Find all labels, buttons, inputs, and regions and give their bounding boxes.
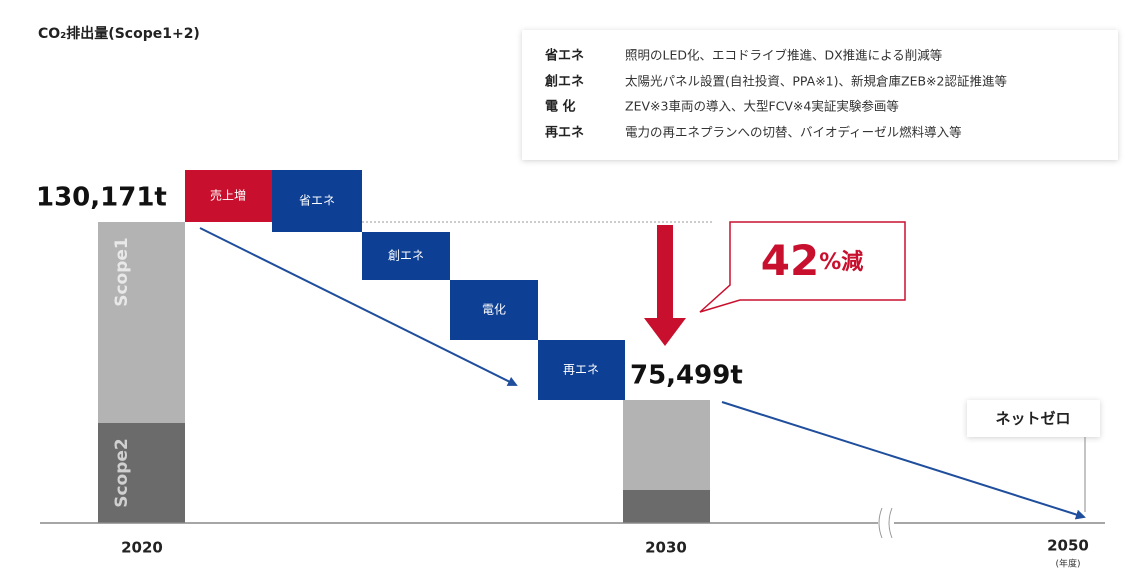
legend-box [522,30,1118,160]
title: CO₂排出量(Scope1+2) [38,25,200,42]
step [272,170,362,232]
reduction-number: 42 [761,236,819,285]
step-label: 電化 [482,303,506,317]
start-total: 130,171t [36,183,167,213]
legend-desc: 照明のLED化、エコドライブ推進、DX推進による削減等 [625,48,942,63]
step [450,280,538,340]
scope2-bar [98,423,185,523]
legend-desc: 電力の再エネプランへの切替、バイオディーゼル燃料導入等 [625,125,962,140]
legend: 省エネ 照明のLED化、エコドライブ推進、DX推進による削減等 創エネ 太陽光パ… [544,48,1007,141]
step [185,170,272,222]
step-label: 省エネ [299,194,335,208]
year-label: 2030 [645,539,687,557]
legend-term: 創エネ [544,74,584,90]
step-label: 創エネ [388,249,424,263]
end-total: 75,499t [630,361,743,391]
legend-term: 省エネ [544,48,584,64]
step [538,340,625,400]
reduction-arrow [644,225,686,346]
year-label: 2020 [121,539,163,557]
legend-term: 再エネ [545,126,584,141]
axis-break-mark [878,507,893,539]
reduction-label: 42%減 [761,236,864,285]
step-label: 再エネ [563,363,599,377]
goal-box [967,400,1100,437]
legend-term: 電 化 [545,99,576,115]
reduction-unit: %減 [819,250,863,275]
goal-label: ネットゼロ [995,410,1070,428]
scope1-label: Scope1 [112,237,132,307]
scope1-bar [623,400,710,490]
year-unit: (年度) [1055,558,1080,570]
legend-desc: ZEV※3車両の導入、大型FCV※4実証実験参画等 [625,99,899,114]
trend-arrow [721,401,1086,520]
step [362,232,450,280]
scope2-bar [623,490,710,523]
trend-arrow [199,227,518,386]
reduction-callout [699,221,906,313]
scope2-label: Scope2 [112,438,132,508]
legend-desc: 太陽光パネル設置(自社投資、PPA※1)、新規倉庫ZEB※2認証推進等 [625,74,1007,89]
year-label: 2050 [1047,537,1089,555]
scope1-bar [98,222,185,423]
step-label: 売上増 [210,188,246,203]
